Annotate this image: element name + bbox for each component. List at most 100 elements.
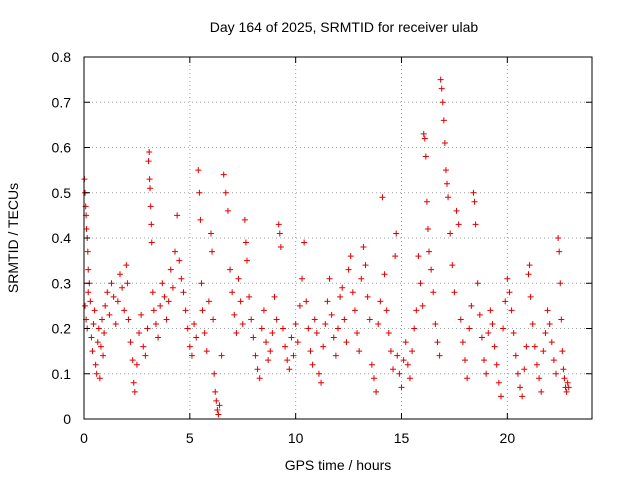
data-point bbox=[123, 262, 130, 269]
data-point bbox=[377, 298, 384, 305]
data-point bbox=[267, 348, 274, 355]
data-point bbox=[83, 225, 90, 232]
data-point bbox=[254, 366, 261, 373]
data-point bbox=[199, 307, 206, 314]
x-axis-label: GPS time / hours bbox=[285, 457, 392, 473]
data-point bbox=[426, 248, 433, 255]
data-point bbox=[140, 343, 147, 350]
data-point bbox=[277, 244, 284, 251]
data-point bbox=[444, 180, 451, 187]
data-point bbox=[447, 230, 454, 237]
x-tick-label: 15 bbox=[394, 430, 410, 446]
axis-ticks: 0 0.1 0.2 0.3 0.4 0.5 0.6 0.7 0.8 0 5 10 15 20 bbox=[52, 49, 592, 446]
data-point bbox=[519, 393, 526, 400]
data-point bbox=[296, 302, 303, 309]
data-point bbox=[146, 149, 153, 156]
data-point bbox=[420, 130, 427, 137]
data-point bbox=[227, 266, 234, 273]
data-point bbox=[182, 307, 189, 314]
data-point bbox=[510, 330, 517, 337]
data-point bbox=[406, 375, 413, 382]
data-point bbox=[542, 330, 549, 337]
data-point bbox=[472, 221, 479, 228]
data-point bbox=[93, 370, 100, 377]
data-point bbox=[318, 379, 325, 386]
data-point bbox=[292, 320, 299, 327]
data-point bbox=[356, 348, 363, 355]
data-point bbox=[438, 85, 445, 92]
data-point bbox=[269, 330, 276, 337]
data-point bbox=[504, 275, 511, 282]
data-point bbox=[260, 307, 267, 314]
data-point bbox=[347, 253, 354, 260]
data-point bbox=[152, 320, 159, 327]
data-point bbox=[273, 316, 280, 323]
data-point bbox=[250, 334, 257, 341]
data-point bbox=[332, 352, 339, 359]
data-point bbox=[517, 384, 524, 391]
data-point bbox=[502, 298, 509, 305]
data-point bbox=[149, 289, 156, 296]
data-point bbox=[432, 320, 439, 327]
data-point bbox=[218, 352, 225, 359]
data-point bbox=[345, 266, 352, 273]
data-point bbox=[385, 330, 392, 337]
data-point bbox=[521, 366, 528, 373]
data-point bbox=[481, 357, 488, 364]
data-point bbox=[112, 320, 119, 327]
data-point bbox=[514, 370, 521, 377]
data-point bbox=[263, 339, 270, 346]
data-point bbox=[326, 275, 333, 282]
data-point bbox=[464, 375, 471, 382]
data-point bbox=[474, 280, 481, 287]
data-point bbox=[146, 176, 153, 183]
data-point bbox=[224, 207, 231, 214]
data-point bbox=[87, 298, 94, 305]
data-point bbox=[442, 167, 449, 174]
data-point bbox=[235, 275, 242, 282]
data-point bbox=[136, 330, 143, 337]
chart-title: Day 164 of 2025, SRMTID for receiver ula… bbox=[210, 19, 479, 35]
data-point bbox=[424, 225, 431, 232]
data-point bbox=[322, 320, 329, 327]
data-point bbox=[110, 293, 117, 300]
data-point bbox=[142, 352, 149, 359]
data-point bbox=[208, 230, 214, 237]
data-point bbox=[82, 302, 89, 309]
data-point bbox=[485, 330, 492, 337]
data-point bbox=[169, 284, 176, 291]
data-point bbox=[96, 375, 103, 382]
data-point bbox=[85, 289, 92, 296]
data-point bbox=[560, 366, 567, 373]
data-point bbox=[124, 280, 131, 287]
data-point bbox=[343, 339, 350, 346]
y-tick-label: 0.4 bbox=[52, 230, 72, 246]
data-point bbox=[167, 266, 174, 273]
data-point bbox=[198, 280, 205, 287]
data-point bbox=[256, 375, 263, 382]
data-point bbox=[455, 221, 462, 228]
data-point bbox=[556, 248, 563, 255]
data-point bbox=[396, 370, 403, 377]
x-tick-label: 10 bbox=[288, 430, 304, 446]
data-point bbox=[301, 239, 308, 246]
data-point bbox=[205, 298, 212, 305]
data-point bbox=[282, 343, 289, 350]
y-tick-label: 0 bbox=[63, 411, 71, 427]
data-point bbox=[209, 248, 216, 255]
data-point bbox=[279, 325, 286, 332]
data-point bbox=[394, 352, 401, 359]
data-point bbox=[231, 311, 238, 318]
data-point bbox=[299, 275, 306, 282]
data-point bbox=[526, 262, 533, 269]
data-point bbox=[553, 370, 560, 377]
data-point bbox=[557, 280, 564, 287]
data-point bbox=[400, 357, 407, 364]
data-point bbox=[275, 221, 282, 228]
data-point bbox=[453, 207, 460, 214]
data-point bbox=[366, 316, 373, 323]
data-point bbox=[462, 357, 468, 364]
data-point bbox=[428, 266, 435, 273]
data-point bbox=[276, 230, 283, 237]
